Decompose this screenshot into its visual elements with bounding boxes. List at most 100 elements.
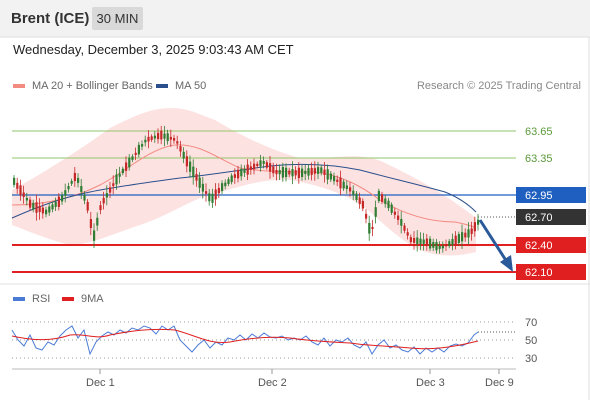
candle-body [121,168,124,174]
candle-body [141,144,144,147]
candle-body [406,232,409,236]
candle-body [118,173,121,177]
candle-body [313,168,316,174]
candle-body [109,187,112,193]
candle-body [381,194,384,202]
candle-body [291,169,294,177]
candle-body [246,164,249,175]
candle-body [457,234,460,243]
candle-body [157,132,160,140]
candle-body [230,175,233,183]
candle-body [281,167,284,178]
candle-body [301,168,304,178]
research-credit: Research © 2025 Trading Central [416,80,581,92]
candle-body [342,181,345,189]
candle-body [285,167,288,178]
level-62.40-label: 62.40 [525,240,553,252]
symbol-title: Brent (ICE) [11,10,90,27]
candle-body [409,237,412,243]
ma9-legend: 9MA [81,293,104,305]
candle-body [99,205,102,211]
candle-body [176,141,179,144]
candle-body [419,238,422,244]
candle-body [361,200,364,209]
candle-body [278,170,281,175]
x-label-dec-2: Dec 2 [258,377,287,389]
candle-body [93,230,96,241]
candle-body [349,187,352,192]
candle-body [365,213,368,219]
candle-body [205,191,208,194]
candle-body [477,219,480,225]
candle-body [38,206,41,213]
candle-body [80,186,83,192]
candle-body [227,179,230,185]
candle-body [192,166,195,178]
candle-body [144,139,147,143]
candle-body [393,211,396,215]
candle-body [454,235,457,245]
candle-body [147,136,150,142]
candle-body [57,196,60,207]
x-label-dec-9: Dec 9 [485,377,514,389]
candle-body [89,219,92,228]
candle-body [22,192,25,198]
bollinger-band [12,108,476,256]
candle-body [435,242,438,251]
candle-body [345,185,348,189]
candle-body [189,161,192,172]
candle-body [198,177,201,188]
candle-body [25,197,28,201]
candle-body [182,151,185,159]
level-63.65-label: 63.65 [525,126,553,138]
candle-body [41,207,44,214]
level-62.10-tag [516,264,586,280]
candle-body [137,144,140,155]
ma20-line [11,144,477,229]
candle-body [163,133,166,139]
interval-button[interactable]: 30 MIN [92,7,143,30]
x-label-dec-1: Dec 1 [86,377,115,389]
candle-body [83,194,86,201]
candle-body [221,183,224,192]
candle-body [317,167,320,174]
ma50-legend: MA 50 [175,80,207,92]
rsi-swatch [13,297,25,301]
ma20-legend: MA 20 + Bollinger Bands [32,80,153,92]
candle-body [211,193,214,203]
candle-body [275,169,278,175]
candle-body [70,180,73,184]
candle-body [371,226,374,230]
candle-body [416,237,419,245]
candle-body [19,185,22,196]
candle-body [297,167,300,179]
candle-body [128,157,131,168]
candle-body [134,152,137,155]
candle-body [352,190,355,195]
candle-body [464,232,467,238]
candle-body [13,177,16,185]
candle-body [294,170,297,176]
candle-body [16,182,19,189]
candle-body [438,245,441,249]
candles [13,125,480,254]
candle-body [358,197,361,204]
candle-body [307,168,310,176]
candle-body [390,204,393,213]
rsi-line [11,325,479,356]
candle-body [64,190,67,196]
forecast-arrowhead [500,255,513,272]
candle-body [304,170,307,174]
candle-body [54,201,57,207]
candle-body [77,177,80,183]
rsi-50-label: 50 [525,335,537,347]
level-62.95-label: 62.95 [525,190,553,202]
candle-body [326,169,329,180]
candle-body [73,172,76,182]
candle-body [461,232,464,242]
chart-header: Brent (ICE) 30 MIN [0,0,590,37]
candle-body [387,200,390,209]
candle-body [179,146,182,152]
candle-body [265,162,268,168]
